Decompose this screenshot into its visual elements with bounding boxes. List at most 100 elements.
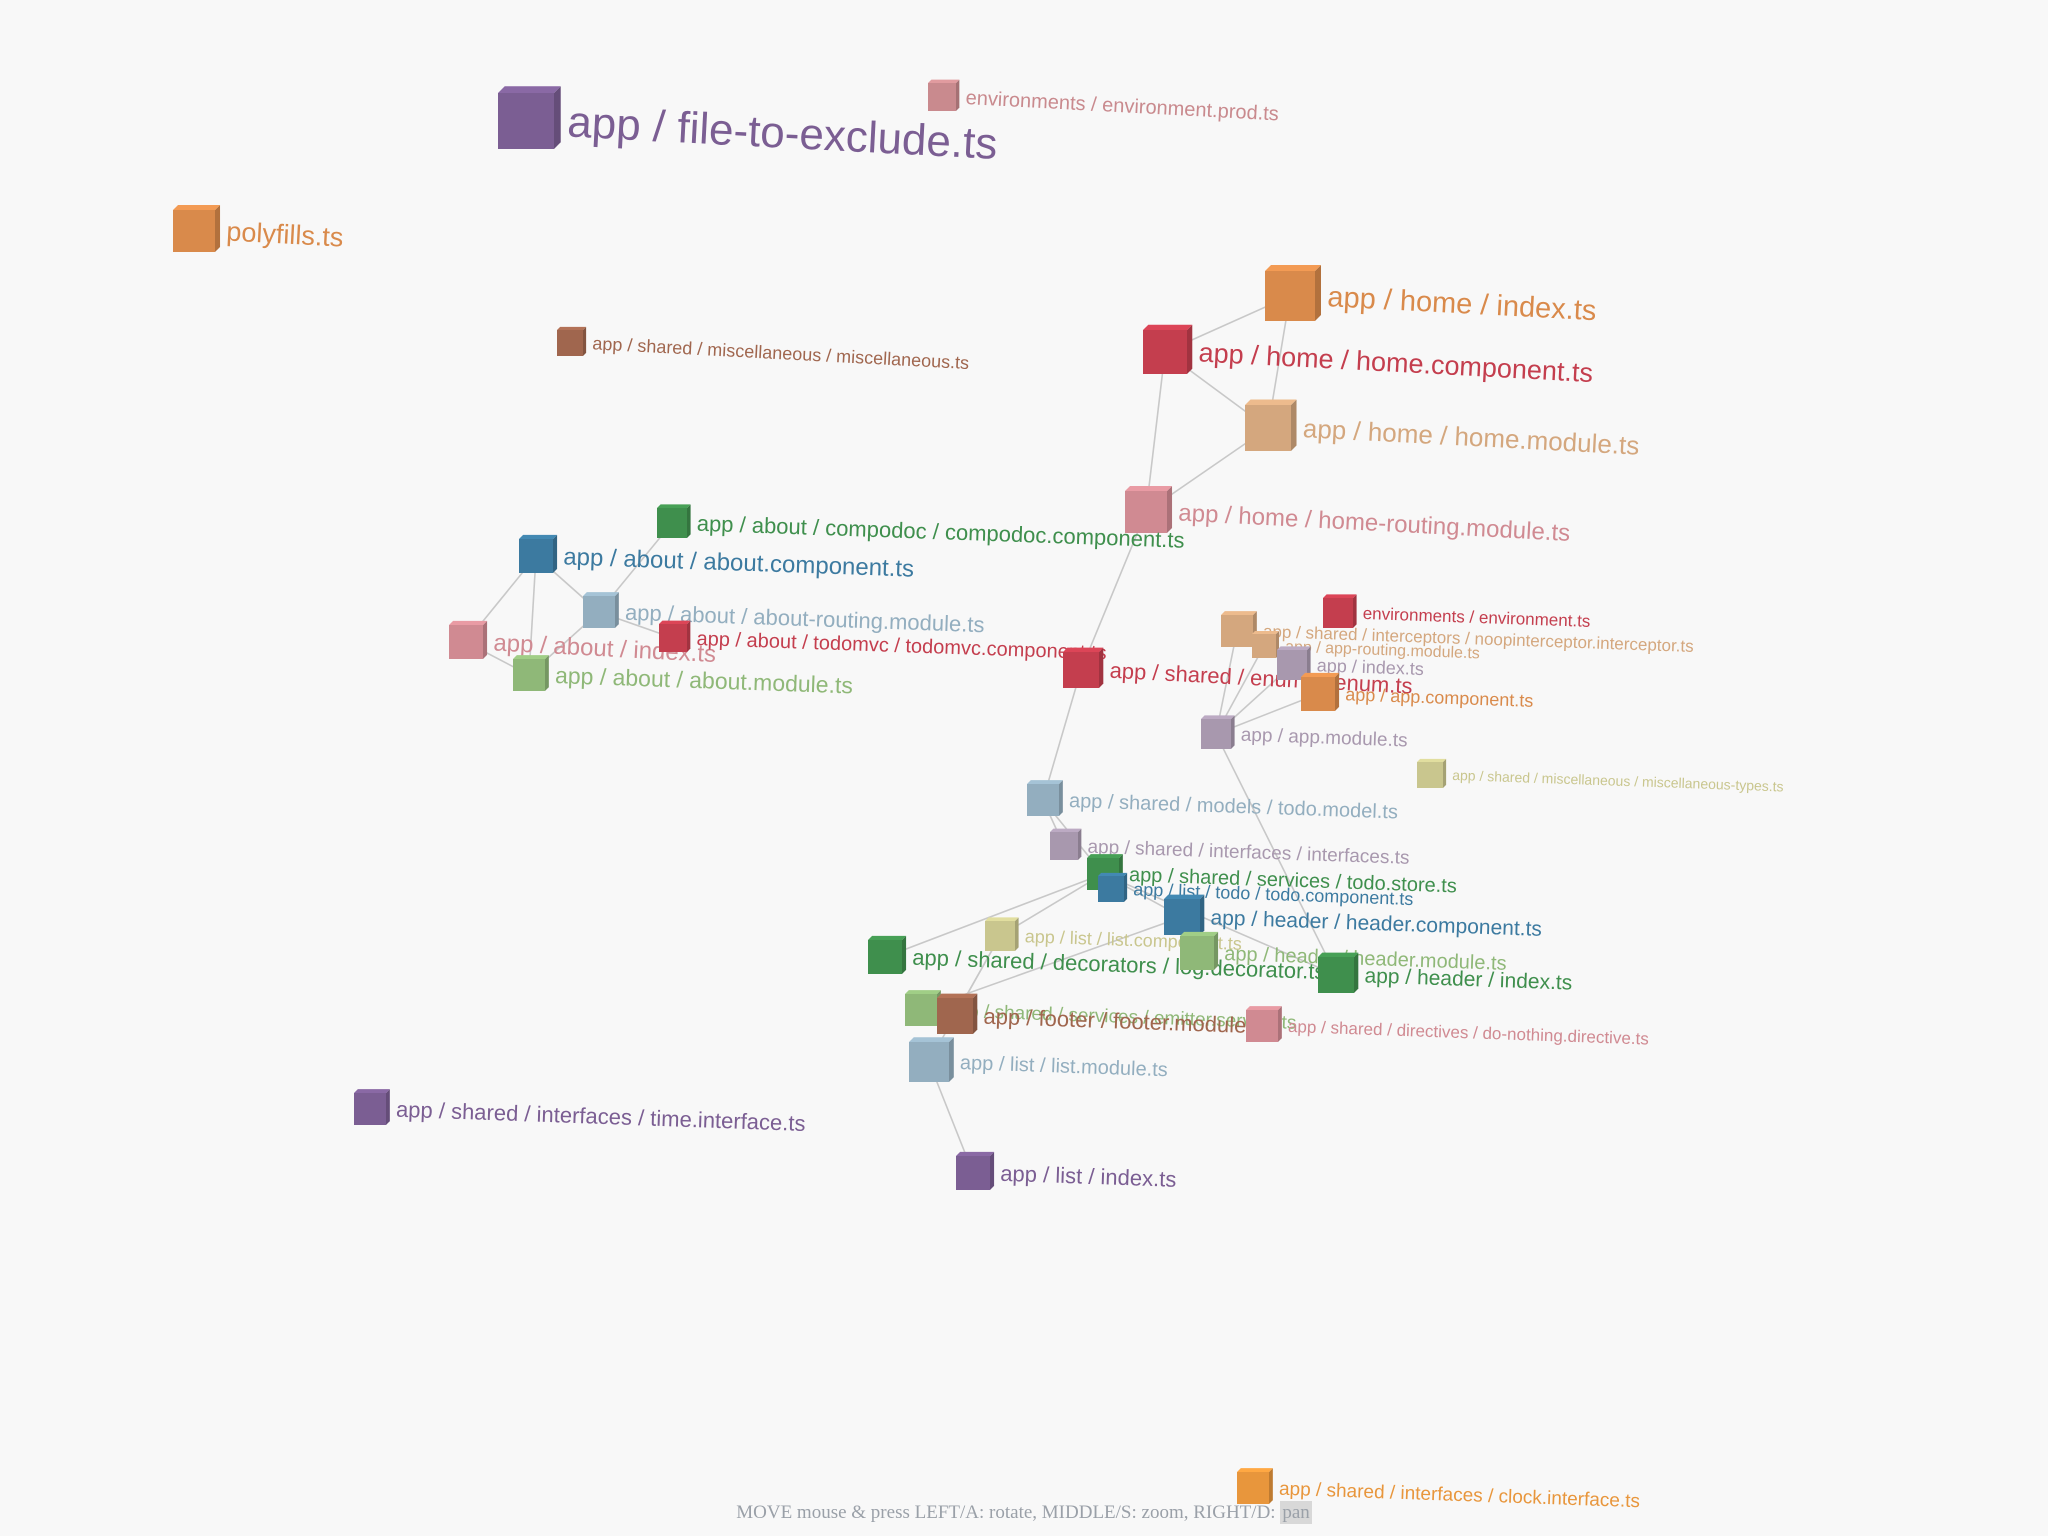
node-cube-top <box>657 504 691 508</box>
node-label: app / shared / miscellaneous / miscellan… <box>1452 767 1784 795</box>
node-cube <box>868 940 902 974</box>
node-cube-top <box>1164 894 1205 899</box>
node-cube-top <box>1252 631 1279 634</box>
node-app-app-module-ts[interactable]: app / app.module.ts <box>1201 715 1408 751</box>
node-app-shared-miscellaneous-miscellaneous-types-ts[interactable]: app / shared / miscellaneous / miscellan… <box>1417 758 1784 795</box>
node-cube-top <box>956 1151 995 1156</box>
node-label: app / header / header.component.ts <box>1210 906 1542 941</box>
node-app-home-home-component-ts[interactable]: app / home / home.component.ts <box>1143 324 1594 388</box>
node-cube-side <box>1124 872 1128 902</box>
node-label: app / app-routing.module.ts <box>1285 639 1480 663</box>
node-cube-top <box>583 592 619 596</box>
edge-todo-store-to-header-index <box>1102 873 1337 976</box>
node-cube-top <box>1063 647 1104 652</box>
node-cube <box>1063 652 1099 688</box>
node-app-list-list-module-ts[interactable]: app / list / list.module.ts <box>909 1037 1168 1082</box>
node-label: app / about / about.component.ts <box>563 543 915 582</box>
node-cube <box>1237 1472 1269 1504</box>
node-cube-top <box>1087 854 1123 858</box>
node-app-shared-miscellaneous-miscellaneous-ts[interactable]: app / shared / miscellaneous / miscellan… <box>557 326 970 373</box>
node-app-shared-interfaces-time-interface-ts[interactable]: app / shared / interfaces / time.interfa… <box>354 1089 806 1136</box>
node-cube <box>1164 899 1200 935</box>
node-cube-side <box>956 79 960 111</box>
node-app-file-to-exclude-ts[interactable]: app / file-to-exclude.ts <box>498 86 999 169</box>
node-label: app / footer / footer.module.ts <box>983 1004 1270 1039</box>
node-cube-side <box>583 326 587 356</box>
node-app-footer-footer-module-ts[interactable]: app / footer / footer.module.ts <box>937 993 1270 1039</box>
node-cube <box>557 330 583 356</box>
node-cube <box>1143 330 1187 374</box>
node-label: app / home / home.module.ts <box>1302 413 1640 461</box>
node-cube <box>1417 762 1443 788</box>
node-cube-top <box>1277 646 1311 650</box>
node-cube-side <box>554 86 561 149</box>
node-label: app / header / index.ts <box>1364 964 1572 994</box>
node-cube <box>513 659 545 691</box>
node-cube <box>354 1093 386 1125</box>
node-cube-side <box>215 204 221 252</box>
node-app-index-ts[interactable]: app / index.ts <box>1277 646 1424 680</box>
node-cube <box>498 93 554 149</box>
node-label: app / shared / models / todo.model.ts <box>1069 790 1399 823</box>
controls-help: MOVE mouse & press LEFT/A: rotate, MIDDL… <box>0 1501 2048 1524</box>
node-cube-top <box>1143 324 1193 330</box>
node-label: app / app.module.ts <box>1240 725 1408 752</box>
node-label: app / app.component.ts <box>1345 684 1534 711</box>
node-cube <box>449 625 483 659</box>
node-app-home-home-module-ts[interactable]: app / home / home.module.ts <box>1245 399 1640 461</box>
node-cube-top <box>1265 265 1321 271</box>
node-cube <box>1201 719 1231 749</box>
node-app-list-index-ts[interactable]: app / list / index.ts <box>956 1151 1177 1192</box>
node-polyfills-ts[interactable]: polyfills.ts <box>173 204 344 253</box>
node-cube-top <box>909 1037 954 1042</box>
node-cube-top <box>1221 611 1257 615</box>
node-cube <box>1180 936 1214 970</box>
node-cube-side <box>902 935 907 974</box>
node-cube-side <box>1354 952 1359 993</box>
node-cube-side <box>1307 646 1311 680</box>
node-cube-side <box>1353 594 1357 628</box>
node-cube-top <box>354 1089 390 1093</box>
node-app-about-compodoc-compodoc-component-ts[interactable]: app / about / compodoc / compodoc.compon… <box>657 504 1185 553</box>
node-label: app / list / list.module.ts <box>960 1052 1169 1081</box>
node-app-app-routing-module-ts[interactable]: app / app-routing.module.ts <box>1252 631 1480 662</box>
node-cube-side <box>1231 715 1235 749</box>
node-cube-side <box>1291 399 1297 451</box>
node-cube-side <box>687 504 691 538</box>
node-app-about-about-component-ts[interactable]: app / about / about.component.ts <box>519 534 915 583</box>
node-cube-side <box>1278 1006 1282 1042</box>
node-cube-side <box>1015 917 1019 951</box>
node-cube-side <box>1214 931 1219 970</box>
node-cube <box>1265 271 1315 321</box>
node-app-home-home-routing-module-ts[interactable]: app / home / home-routing.module.ts <box>1125 485 1571 547</box>
node-app-home-index-ts[interactable]: app / home / index.ts <box>1265 265 1597 327</box>
node-cube-side <box>483 620 488 659</box>
node-cube-side <box>1335 672 1340 711</box>
node-cube-side <box>1078 828 1082 860</box>
node-cube <box>1221 615 1253 647</box>
node-label: app / about / about.module.ts <box>555 662 854 698</box>
node-cube-top <box>1301 672 1340 677</box>
node-label: app / shared / directives / do-nothing.d… <box>1288 1017 1649 1049</box>
node-app-shared-directives-do-nothing-directive-ts[interactable]: app / shared / directives / do-nothing.d… <box>1246 1006 1649 1049</box>
controls-mode-indicator: pan <box>1280 1501 1312 1524</box>
node-cube-top <box>449 620 488 625</box>
node-cube-top <box>1201 715 1235 719</box>
node-cube <box>1252 634 1276 658</box>
edge-app-module-to-header-index <box>1215 733 1337 976</box>
node-cube <box>1277 650 1307 680</box>
node-cube <box>1098 876 1124 902</box>
node-label: app / about / compodoc / compodoc.compon… <box>696 511 1185 553</box>
node-cube <box>928 83 956 111</box>
node-cube <box>905 994 937 1026</box>
node-cube <box>173 210 215 252</box>
node-cube-top <box>1098 872 1128 876</box>
node-cube-top <box>1245 399 1297 405</box>
node-cube-top <box>985 917 1019 921</box>
node-cube-side <box>615 592 619 628</box>
node-app-shared-models-todo-model-ts[interactable]: app / shared / models / todo.model.ts <box>1027 780 1398 823</box>
node-cube-top <box>1417 758 1447 762</box>
node-cube <box>937 998 973 1034</box>
